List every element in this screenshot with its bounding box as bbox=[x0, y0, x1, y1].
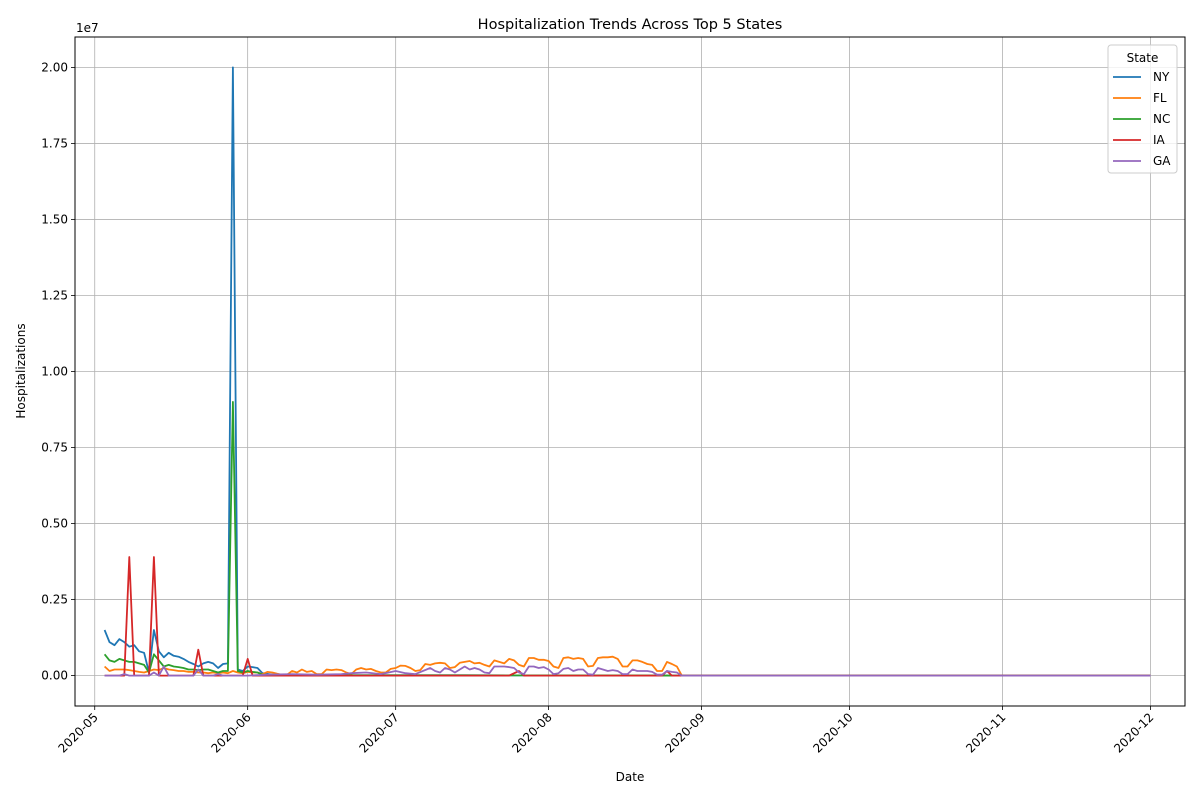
legend: State NY FL NC IA GA bbox=[1107, 44, 1178, 174]
series-line-ga bbox=[104, 665, 1151, 677]
legend-label-nc: NC bbox=[1153, 112, 1170, 126]
y-tick-label: 1.25 bbox=[41, 288, 68, 302]
gridlines bbox=[75, 37, 1185, 706]
y-tick-label: 1.00 bbox=[41, 365, 68, 379]
y-tick-label: 0.25 bbox=[41, 593, 68, 607]
legend-label-fl: FL bbox=[1153, 91, 1167, 105]
y-tick-label: 1.50 bbox=[41, 212, 68, 226]
legend-title: State bbox=[1127, 51, 1159, 65]
legend-entries: NY FL NC IA GA bbox=[1113, 70, 1171, 168]
y-tick-label: 2.00 bbox=[41, 60, 68, 74]
chart-title: Hospitalization Trends Across Top 5 Stat… bbox=[478, 17, 783, 33]
series-line-fl bbox=[103, 655, 1151, 677]
y-axis-label: Hospitalizations bbox=[14, 323, 28, 418]
y-tick-label: 0.50 bbox=[41, 517, 68, 531]
legend-label-ga: GA bbox=[1153, 154, 1171, 168]
y-tick-label: 1.75 bbox=[41, 136, 68, 150]
x-axis-label: Date bbox=[616, 770, 645, 784]
series-lines bbox=[103, 66, 1151, 677]
y-tick-label: 0.00 bbox=[41, 669, 68, 683]
legend-label-ny: NY bbox=[1153, 70, 1170, 84]
y-axis-offset-label: 1e7 bbox=[76, 21, 99, 35]
y-tick-label: 0.75 bbox=[41, 441, 68, 455]
legend-label-ia: IA bbox=[1153, 133, 1166, 147]
